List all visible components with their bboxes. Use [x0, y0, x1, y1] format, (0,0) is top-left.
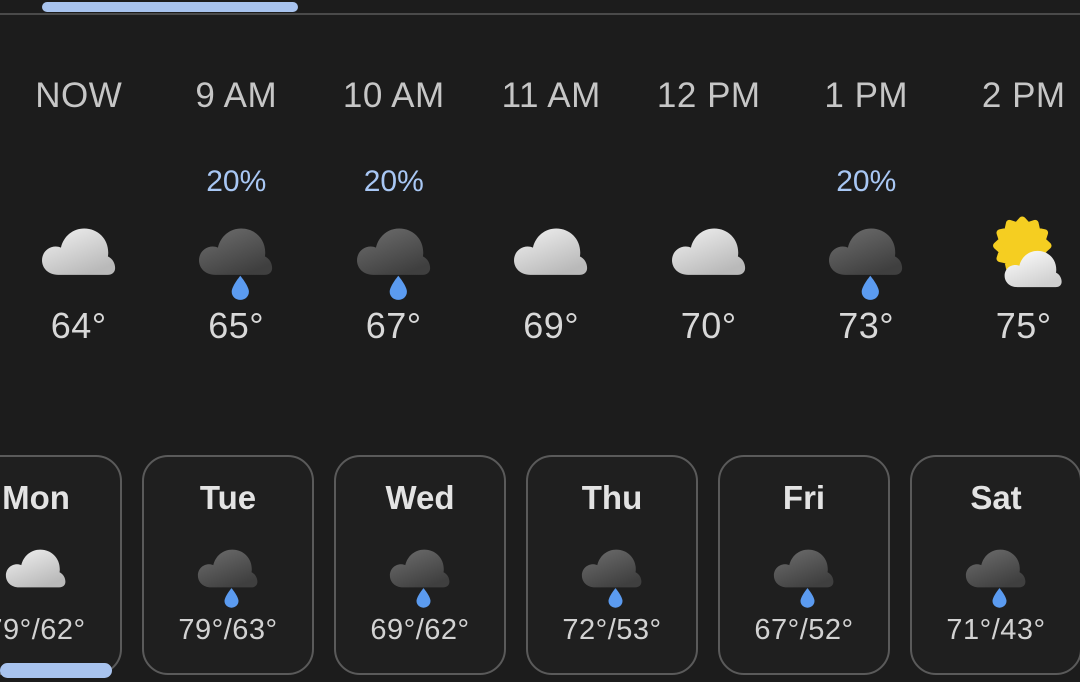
- precipitation-chance-label: 20%: [206, 165, 267, 198]
- hourly-forecast-column[interactable]: 11 AM 69°: [473, 20, 631, 344]
- day-high-low-label: 79°/63°: [178, 614, 278, 646]
- hour-temperature-label: 69°: [523, 305, 580, 346]
- hour-temperature-label: 70°: [680, 305, 737, 346]
- cloud-rain-dark-icon: [577, 536, 647, 608]
- day-name-label: Fri: [782, 479, 826, 516]
- daily-forecast-card[interactable]: Fri 67°/52°: [718, 455, 890, 675]
- hourly-forecast-column[interactable]: 12 PM 70°: [630, 20, 788, 344]
- precipitation-chance-label: 20%: [363, 165, 424, 198]
- day-name-label: Sat: [970, 479, 1022, 516]
- cloud-rain-dark-icon: [823, 212, 909, 300]
- hour-time-label: 2 PM: [981, 76, 1066, 115]
- hourly-forecast-strip[interactable]: NOW 64° 9 AM 20% 65° 10 AM 20% 67° 11 AM 69° 12 PM…: [0, 20, 1080, 430]
- cloud-rain-dark-icon: [193, 212, 279, 300]
- daily-forecast-card[interactable]: Mon 79°/62°: [0, 455, 122, 675]
- hour-time-label: 11 AM: [501, 76, 601, 115]
- day-high-low-label: 67°/52°: [754, 614, 854, 646]
- day-name-label: Mon: [2, 479, 70, 516]
- header-divider: [0, 13, 1080, 15]
- cloud-rain-dark-icon: [769, 536, 839, 608]
- hour-temperature-label: 67°: [365, 305, 422, 346]
- hour-time-label: 12 PM: [656, 76, 761, 115]
- daily-forecast-card[interactable]: Tue 79°/63°: [142, 455, 314, 675]
- daily-forecast-card[interactable]: Sat 71°/43°: [910, 455, 1080, 675]
- day-high-low-label: 69°/62°: [370, 614, 470, 646]
- hour-time-label: 1 PM: [824, 76, 909, 115]
- cloud-rain-dark-icon: [351, 212, 437, 300]
- hour-time-label: NOW: [35, 76, 123, 115]
- day-high-low-label: 79°/62°: [0, 614, 86, 646]
- day-high-low-label: 71°/43°: [946, 614, 1046, 646]
- cloud-light-icon: [1, 536, 71, 608]
- daily-forecast-row[interactable]: Mon 79°/62° Tue 79°/63° Wed 69°/62° Thu 72°/53°…: [0, 455, 1080, 675]
- bottom-page-indicator[interactable]: [0, 663, 112, 678]
- scrollbar-thumb[interactable]: [42, 2, 298, 12]
- daily-forecast-card[interactable]: Thu 72°/53°: [526, 455, 698, 675]
- cloud-rain-dark-icon: [961, 536, 1031, 608]
- daily-forecast-card[interactable]: Wed 69°/62°: [334, 455, 506, 675]
- sun-cloud-icon: [981, 212, 1067, 300]
- top-scroll-indicator-bar: [0, 0, 1080, 20]
- cloud-rain-dark-icon: [385, 536, 455, 608]
- precipitation-chance-label: 20%: [836, 165, 897, 198]
- hour-temperature-label: 64°: [50, 305, 107, 346]
- hourly-forecast-column[interactable]: 9 AM 20% 65°: [158, 20, 316, 344]
- cloud-light-icon: [508, 212, 594, 300]
- cloud-rain-dark-icon: [193, 536, 263, 608]
- hourly-forecast-column[interactable]: 2 PM 75°: [945, 20, 1080, 344]
- hourly-forecast-column[interactable]: NOW 64°: [0, 20, 158, 344]
- hour-temperature-label: 73°: [838, 305, 895, 346]
- day-name-label: Thu: [581, 479, 643, 516]
- hour-temperature-label: 65°: [208, 305, 265, 346]
- day-name-label: Tue: [199, 479, 257, 516]
- cloud-light-icon: [666, 212, 752, 300]
- hour-temperature-label: 75°: [995, 305, 1052, 346]
- hourly-forecast-column[interactable]: 1 PM 20% 73°: [788, 20, 946, 344]
- day-high-low-label: 72°/53°: [562, 614, 662, 646]
- hour-time-label: 10 AM: [342, 76, 445, 115]
- hourly-forecast-column[interactable]: 10 AM 20% 67°: [315, 20, 473, 344]
- hour-time-label: 9 AM: [195, 76, 278, 115]
- day-name-label: Wed: [385, 479, 455, 516]
- cloud-light-icon: [36, 212, 122, 300]
